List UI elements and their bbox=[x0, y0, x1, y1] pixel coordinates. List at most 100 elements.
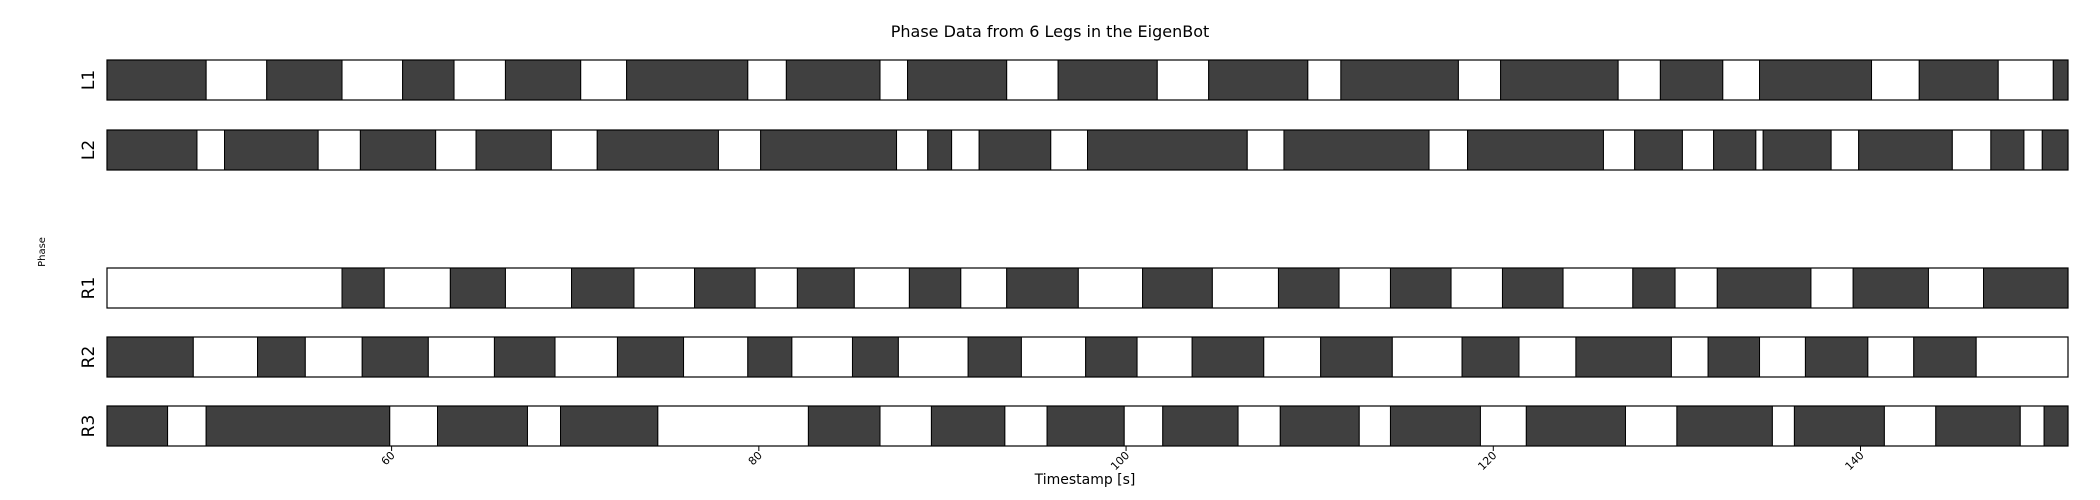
phase-segment-dark bbox=[596, 129, 719, 171]
phase-segment-dark bbox=[1279, 405, 1360, 447]
leg-row-r1: R1 bbox=[79, 267, 2069, 309]
phase-segment-light bbox=[1617, 59, 1661, 101]
phase-segment-light bbox=[717, 129, 762, 171]
phase-segment-light bbox=[1457, 59, 1502, 101]
phase-segment-dark bbox=[1716, 267, 1812, 309]
phase-segment-dark bbox=[560, 405, 659, 447]
phase-segment-light bbox=[1927, 267, 1985, 309]
phase-segment-light bbox=[526, 405, 562, 447]
phase-segment-dark bbox=[1389, 405, 1481, 447]
x-tick-label: 80 bbox=[746, 449, 765, 468]
phase-segment-light bbox=[1428, 129, 1469, 171]
phase-segment-light bbox=[897, 336, 969, 378]
x-tick-label: 100 bbox=[1108, 449, 1132, 473]
phase-segment-dark bbox=[807, 405, 881, 447]
phase-segment-dark bbox=[1918, 59, 1999, 101]
leg-label: L1 bbox=[79, 70, 99, 90]
phase-segment-dark bbox=[1804, 336, 1869, 378]
phase-segment-light bbox=[554, 336, 618, 378]
phase-segment-dark bbox=[1676, 405, 1773, 447]
phase-segment-light bbox=[550, 129, 598, 171]
leg-label: R2 bbox=[79, 346, 99, 369]
phase-segment-dark bbox=[106, 59, 207, 101]
phase-segment-light bbox=[1006, 59, 1059, 101]
phase-segment-dark bbox=[2052, 59, 2069, 101]
phase-segment-light bbox=[1755, 129, 1764, 171]
phase-segment-dark bbox=[1913, 336, 1977, 378]
leg-row-r2: R2 bbox=[79, 336, 2069, 378]
phase-segment-dark bbox=[2043, 405, 2069, 447]
phase-segment-dark bbox=[1191, 336, 1265, 378]
phase-segment-dark bbox=[2041, 129, 2069, 171]
phase-segment-light bbox=[2019, 405, 2045, 447]
phase-segment-dark bbox=[747, 336, 793, 378]
phase-segment-dark bbox=[106, 129, 198, 171]
phase-segment-dark bbox=[1461, 336, 1520, 378]
phase-segment-dark bbox=[106, 336, 194, 378]
leg-label: R3 bbox=[79, 415, 99, 438]
leg-label: L2 bbox=[79, 140, 99, 160]
phase-segment-light bbox=[504, 267, 573, 309]
phase-segment-light bbox=[106, 267, 343, 309]
phase-segment-light bbox=[1997, 59, 2054, 101]
phase-segment-light bbox=[196, 129, 226, 171]
phase-segment-dark bbox=[359, 129, 437, 171]
phase-segment-light bbox=[896, 129, 929, 171]
phase-segment-dark bbox=[1283, 129, 1430, 171]
phase-segment-light bbox=[1883, 405, 1937, 447]
phase-segment-light bbox=[657, 405, 809, 447]
phase-segment-light bbox=[1624, 405, 1678, 447]
phase-segment-light bbox=[1602, 129, 1636, 171]
phase-segment-light bbox=[1518, 336, 1577, 378]
row-frame bbox=[106, 129, 2069, 171]
phase-segment-dark bbox=[341, 267, 385, 309]
phase-segment-dark bbox=[1762, 129, 1832, 171]
phase-segment-dark bbox=[1990, 129, 2025, 171]
phase-segment-dark bbox=[626, 59, 749, 101]
phase-segment-light bbox=[435, 129, 477, 171]
leg-rows: L1 L2 R1 R2 R3 bbox=[79, 59, 2069, 447]
phase-segment-dark bbox=[1006, 267, 1079, 309]
phase-segment-dark bbox=[1852, 267, 1929, 309]
phase-segment-light bbox=[167, 405, 207, 447]
leg-row-l2: L2 bbox=[79, 129, 2069, 171]
phase-segment-light bbox=[853, 267, 910, 309]
phase-segment-light bbox=[1674, 267, 1718, 309]
phase-segment-light bbox=[205, 59, 268, 101]
phase-segment-light bbox=[1077, 267, 1144, 309]
phase-segment-light bbox=[1050, 129, 1088, 171]
phase-segment-light bbox=[1237, 405, 1281, 447]
phase-segment-dark bbox=[785, 59, 881, 101]
phase-segment-dark bbox=[1634, 129, 1683, 171]
phase-segment-dark bbox=[1525, 405, 1626, 447]
phase-segment-light bbox=[1391, 336, 1463, 378]
phase-segment-light bbox=[879, 405, 932, 447]
phase-segment-dark bbox=[1085, 336, 1138, 378]
x-axis: 60 80 100 120 140 bbox=[379, 446, 1867, 473]
phase-segment-dark bbox=[694, 267, 756, 309]
phase-segment-dark bbox=[1046, 405, 1125, 447]
phase-segment-dark bbox=[106, 405, 169, 447]
phase-segment-dark bbox=[1858, 129, 1953, 171]
phase-segment-dark bbox=[205, 405, 391, 447]
phase-segment-dark bbox=[1707, 336, 1761, 378]
phase-segment-dark bbox=[1983, 267, 2069, 309]
leg-row-r3: R3 bbox=[79, 405, 2069, 447]
phase-segment-light bbox=[1307, 59, 1342, 101]
phase-segment-dark bbox=[1057, 59, 1158, 101]
phase-segment-light bbox=[1681, 129, 1715, 171]
phase-segment-dark bbox=[1087, 129, 1248, 171]
phase-segment-light bbox=[960, 267, 1008, 309]
phase-segment-light bbox=[1004, 405, 1048, 447]
phase-segment-dark bbox=[1142, 267, 1213, 309]
phase-segment-light bbox=[1759, 336, 1806, 378]
phase-segment-light bbox=[1951, 129, 1992, 171]
phase-segment-light bbox=[383, 267, 451, 309]
phase-segment-light bbox=[1123, 405, 1164, 447]
phase-segment-light bbox=[754, 267, 798, 309]
phase-segment-dark bbox=[1277, 267, 1340, 309]
phase-segment-dark bbox=[1208, 59, 1309, 101]
phase-segment-dark bbox=[361, 336, 429, 378]
x-axis-label: Timestamp [s] bbox=[1034, 472, 1136, 488]
